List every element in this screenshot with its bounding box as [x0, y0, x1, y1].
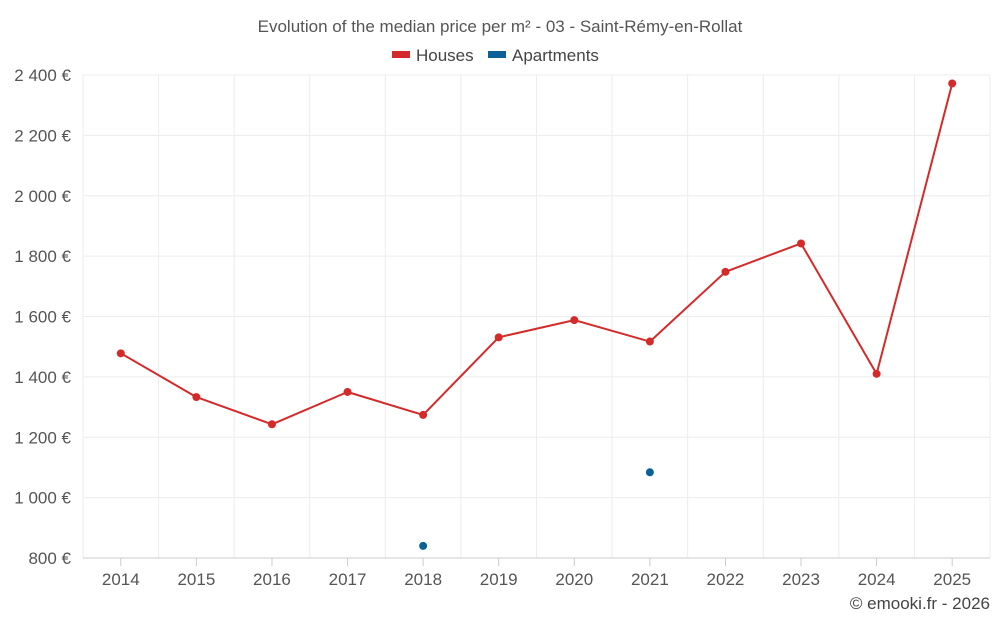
data-point-houses-2014[interactable]: [117, 349, 125, 357]
legend-item-apartments[interactable]: Apartments: [488, 46, 599, 65]
x-axis: 2014 2015 2016 2017 2018 2019 2020 2021 2022 2023…: [102, 558, 971, 589]
y-tick-label: 2 200 €: [14, 126, 71, 145]
x-tick-label: 2022: [707, 570, 745, 589]
data-point-apartments-2018[interactable]: [419, 542, 427, 550]
credit-text: © emooki.fr - 2026: [850, 594, 990, 613]
data-point-houses-2020[interactable]: [570, 316, 578, 324]
data-point-houses-2017[interactable]: [344, 388, 352, 396]
data-point-houses-2019[interactable]: [495, 333, 503, 341]
legend-swatch-houses: [392, 51, 410, 58]
y-axis: 800 € 1 000 € 1 200 € 1 400 € 1 600 € 1 800 €…: [14, 66, 71, 568]
x-tick-label: 2025: [933, 570, 971, 589]
data-point-apartments-2021[interactable]: [646, 468, 654, 476]
y-tick-label: 2 400 €: [14, 66, 71, 85]
legend-label-houses: Houses: [416, 46, 474, 65]
y-tick-label: 1 000 €: [14, 489, 71, 508]
grid: [83, 75, 990, 558]
x-tick-label: 2024: [858, 570, 896, 589]
chart-title: Evolution of the median price per m² - 0…: [258, 17, 743, 36]
x-tick-label: 2017: [329, 570, 367, 589]
data-point-houses-2015[interactable]: [192, 393, 200, 401]
x-tick-label: 2016: [253, 570, 291, 589]
y-tick-label: 800 €: [28, 549, 71, 568]
y-tick-label: 1 600 €: [14, 308, 71, 327]
data-point-houses-2024[interactable]: [873, 370, 881, 378]
legend-swatch-apartments: [488, 51, 506, 58]
x-tick-label: 2014: [102, 570, 140, 589]
data-point-houses-2025[interactable]: [948, 79, 956, 87]
legend: Houses Apartments: [392, 46, 599, 65]
legend-item-houses[interactable]: Houses: [392, 46, 474, 65]
x-tick-label: 2018: [404, 570, 442, 589]
x-tick-label: 2021: [631, 570, 669, 589]
x-tick-label: 2019: [480, 570, 518, 589]
y-tick-label: 2 000 €: [14, 187, 71, 206]
y-tick-label: 1 800 €: [14, 247, 71, 266]
line-chart: Evolution of the median price per m² - 0…: [0, 0, 1000, 625]
x-tick-label: 2023: [782, 570, 820, 589]
data-point-houses-2018[interactable]: [419, 411, 427, 419]
y-tick-label: 1 200 €: [14, 428, 71, 447]
chart-container: Evolution of the median price per m² - 0…: [0, 0, 1000, 625]
y-tick-label: 1 400 €: [14, 368, 71, 387]
data-point-houses-2021[interactable]: [646, 338, 654, 346]
data-point-houses-2022[interactable]: [721, 268, 729, 276]
x-tick-label: 2015: [177, 570, 215, 589]
data-point-houses-2023[interactable]: [797, 239, 805, 247]
x-tick-label: 2020: [555, 570, 593, 589]
data-point-houses-2016[interactable]: [268, 420, 276, 428]
legend-label-apartments: Apartments: [512, 46, 599, 65]
